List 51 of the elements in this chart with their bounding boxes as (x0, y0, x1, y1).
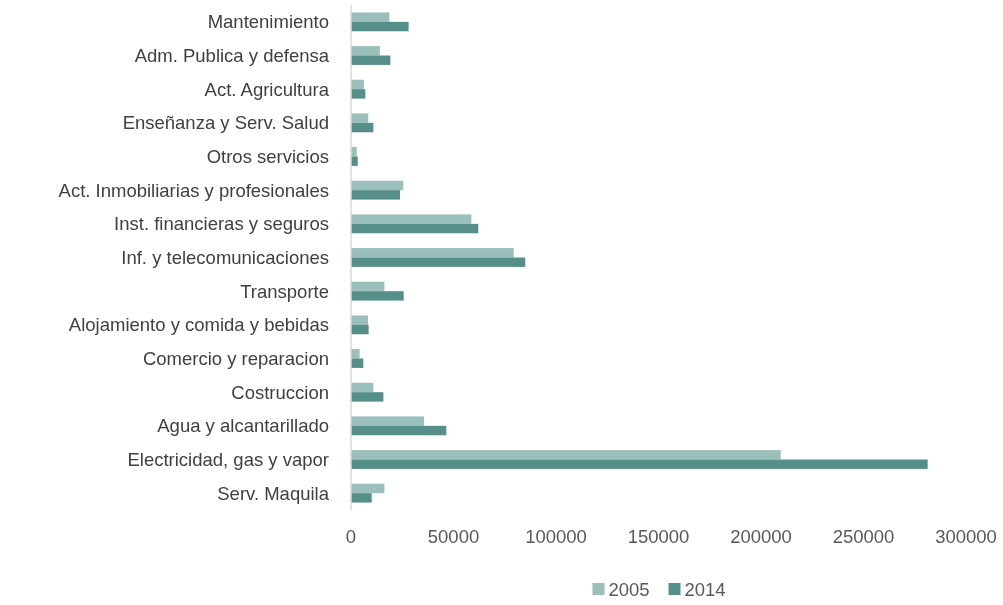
y-tick-label: Act. Inmobiliarias y profesionales (58, 179, 329, 201)
x-tick-label: 100000 (525, 526, 587, 547)
bar (351, 483, 385, 494)
y-tick-label: Alojamiento y comida y bebidas (68, 314, 329, 336)
bar (351, 416, 424, 426)
y-tick-label: Inst. financieras y seguros (114, 213, 329, 235)
bar (351, 315, 369, 325)
bar (351, 113, 369, 123)
bar (351, 291, 404, 301)
y-tick-label: Enseñanza y Serv. Salud (122, 112, 329, 134)
y-tick-label: Agua y alcantarillado (157, 415, 329, 437)
x-tick-label: 50000 (427, 526, 480, 547)
x-tick-label: 300000 (935, 526, 997, 547)
legend-label: 2005 (608, 578, 650, 600)
bar (351, 425, 447, 436)
bar (351, 493, 372, 503)
bar (351, 257, 526, 267)
y-tick-label: Inf. y telecomunicaciones (121, 247, 329, 268)
x-tick-label: 200000 (730, 526, 792, 547)
x-tick-label: 0 (345, 526, 357, 547)
bar (351, 190, 400, 200)
y-tick-label: Comercio y reparacion (142, 348, 329, 369)
y-tick-label: Costruccion (231, 381, 329, 403)
legend-label: 2014 (684, 578, 726, 600)
y-tick-label: Otros servicios (206, 146, 329, 167)
bar (351, 147, 357, 157)
bar (351, 450, 781, 460)
bar (351, 89, 366, 99)
y-tick-label: Act. Agricultura (204, 78, 330, 100)
bar (351, 12, 390, 22)
bar (351, 46, 380, 56)
x-tick-label: 150000 (627, 526, 690, 547)
bar (351, 324, 369, 335)
x-tick-label: 250000 (832, 526, 895, 547)
bar (351, 122, 374, 133)
bar (351, 349, 360, 359)
bar (351, 214, 472, 224)
bar (351, 223, 479, 234)
y-tick-label: Mantenimiento (207, 11, 329, 33)
bar (351, 21, 409, 32)
bar (351, 55, 391, 65)
bar (351, 459, 928, 469)
bar (351, 180, 404, 191)
y-tick-label: Electricidad, gas y vapor (127, 449, 329, 470)
bar (351, 248, 514, 258)
y-tick-label: Adm. Publica y defensa (134, 45, 330, 66)
y-tick-label: Serv. Maquila (217, 482, 330, 504)
bar (351, 392, 384, 402)
bar (351, 281, 385, 292)
bar (351, 382, 374, 393)
y-tick-label: Transporte (240, 280, 329, 302)
